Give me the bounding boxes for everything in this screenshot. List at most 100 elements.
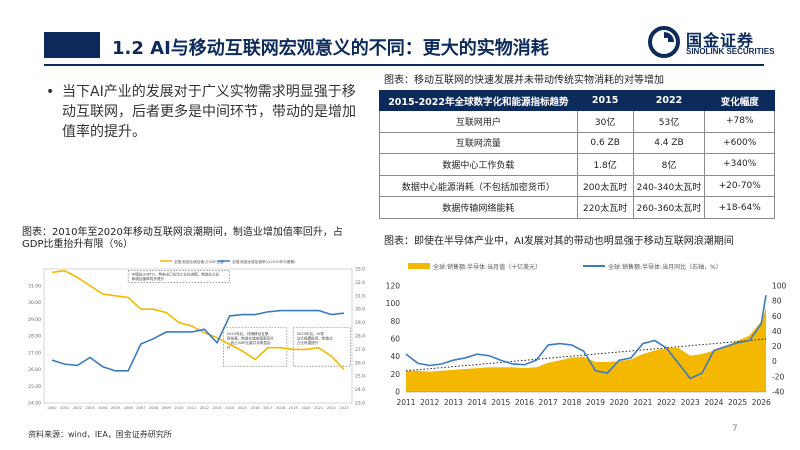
sales-area [406,308,766,392]
right-tick-label: 31.0 [355,293,365,299]
right-chart-caption: 图表：即使在半导体产业中，AI发展对其的带动也明显强于移动互联网浪潮期间 [384,236,734,247]
table-cell: 220太瓦时 [576,196,634,219]
left-tick-label: 25.00 [28,384,41,390]
right-tick-label: 24.0 [355,387,365,393]
x-tick-label: 2015 [491,398,510,407]
legend-label: 全国:制造业增加值:占GDP比重 [174,259,224,264]
right-tick-label: 28.0 [355,334,365,340]
x-tick-label: 2001 [60,406,69,410]
legend-label: 全球:销售额:半导体:当月值（十亿美元） [433,263,541,271]
x-tick-label: 2017 [263,406,272,410]
table-cell: +78% [704,110,775,133]
right-tick-label: 25.0 [355,374,365,380]
table-row: 数据中心工作负载 1.8亿 8亿 +340% [379,153,775,176]
page-number: 7 [732,424,738,434]
x-tick-label: 2019 [289,406,299,410]
x-tick-label: 2023 [681,398,700,407]
table-cell: 数据中心工作负载 [379,153,578,176]
table-cell: 30亿 [576,110,634,133]
x-tick-label: 2018 [562,398,581,407]
bullet-text: 当下AI产业的发展对于广义实物需求明显强于移动互联网，后者更多是中间环节，带动的… [62,84,356,140]
left-tick-label: 29.00 [28,317,41,323]
title-divider [44,64,764,66]
table-header-cell: 2015-2022年全球数字化和能源指标趋势 [379,90,578,111]
table-cell: 4.4 ZB [632,131,706,155]
company-logo: 国金证券 SINOLINK SECURITIES [648,26,788,60]
right-tick-label: 26.0 [355,360,365,366]
slide-title: 1.2 AI与移动互联网宏观意义的不同：更大的实物消耗 [112,38,549,59]
x-tick-label: 2009 [162,406,172,410]
table-cell: +18-64% [704,196,775,219]
table-cell: +600% [704,131,775,155]
right-tick-label: 100 [772,282,787,291]
comparison-table: 2015-2022年全球数字化和能源指标趋势 2015 2022 变化幅度 互联… [379,90,775,219]
table-row: 互联网流量 0.6 ZB 4.4 ZB +600% [379,131,775,155]
left-tick-label: 24.00 [28,401,41,407]
trend-line [405,338,767,372]
table-header-cell: 2015 [576,90,634,111]
x-tick-label: 2025 [728,398,747,407]
left-tick-label: 60 [390,335,400,344]
yoy-line [405,294,767,380]
x-tick-label: 2019 [586,398,605,407]
right-tick-label: 40 [772,327,782,336]
x-tick-label: 2007 [136,406,145,410]
table-cell: 1.8亿 [576,153,634,176]
table-cell: 互联网用户 [379,110,578,133]
table-header-cell: 2022 [632,90,706,111]
x-tick-label: 2005 [111,406,120,410]
x-tick-label: 2012 [200,406,209,410]
table-cell: 互联网流量 [379,131,578,155]
x-tick-label: 2026 [752,398,771,407]
annotation-text: 中国加入WTO，带来出口拉动工业化进程，制造业占比和增加值率同步提升 [132,272,220,282]
title-accent-bar [44,32,100,58]
table-header-cell: 变化幅度 [704,90,775,111]
table-caption: 图表：移动互联网的快速发展并未带动传统实物消耗的对等增加 [384,75,664,86]
right-tick-label: 27.0 [355,347,365,353]
left-tick-label: 40 [390,352,400,361]
x-tick-label: 2020 [610,398,629,407]
series-line-share-of-gdp [51,269,345,371]
left-tick-label: 100 [386,299,401,308]
legend-label: 全球:销售额:半导体:当月同比（右轴，%） [608,263,722,271]
x-tick-label: 2010 [174,406,184,410]
logo-mark-icon [648,26,680,58]
x-tick-label: 2008 [149,406,159,410]
x-tick-label: 2018 [276,406,286,410]
right-tick-label: 23.0 [355,401,365,407]
semiconductor-chart: 全球:销售额:半导体:当月值（十亿美元） 全球:销售额:半导体:当月同比（右轴，%… [386,263,787,407]
left-tick-label: 27.00 [28,350,41,356]
x-tick-label: 2021 [633,398,652,407]
table-cell: +340% [704,153,775,176]
left-tick-label: 30.00 [28,300,41,306]
source-note: 资料来源：wind，IEA，国金证券研究所 [28,430,172,439]
left-tick-label: 120 [386,282,401,291]
table-cell: 200太瓦时 [576,174,634,198]
right-tick-label: 30.0 [355,307,365,313]
x-tick-label: 2020 [301,406,311,410]
left-tick-label: 20 [390,370,400,379]
x-tick-label: 2014 [225,406,235,410]
table-cell: 53亿 [632,110,706,133]
x-tick-label: 2014 [468,398,487,407]
logo-text-en: SINOLINK SECURITIES [686,47,775,56]
right-tick-label: -40 [772,388,784,397]
right-tick-label: 80 [772,297,782,306]
x-tick-label: 2013 [212,406,221,410]
bullet-dot-icon: • [46,84,55,100]
x-tick-label: 2002 [73,406,82,410]
x-tick-label: 2023 [339,406,348,410]
table-cell: 240-340太瓦时 [632,174,706,198]
x-tick-label: 2011 [396,398,415,407]
x-tick-label: 2022 [327,406,336,410]
table-cell: 8亿 [632,153,706,176]
left-tick-label: 80 [390,317,400,326]
manufacturing-chart: 全国:制造业增加值:占GDP比重 全国:制造业增加值率(以2010年为基期) 31.… [28,259,365,410]
annotation-text: 2020年后，AI带动大规模投资，制造业占比有望提升 [297,331,333,345]
left-tick-label: 28.00 [28,334,41,340]
annotation-box [292,327,351,367]
table-cell: 260-360太瓦时 [632,196,706,219]
x-tick-label: 2003 [86,406,95,410]
x-tick-label: 2017 [539,398,558,407]
series-line-value-added-rate [51,309,345,372]
